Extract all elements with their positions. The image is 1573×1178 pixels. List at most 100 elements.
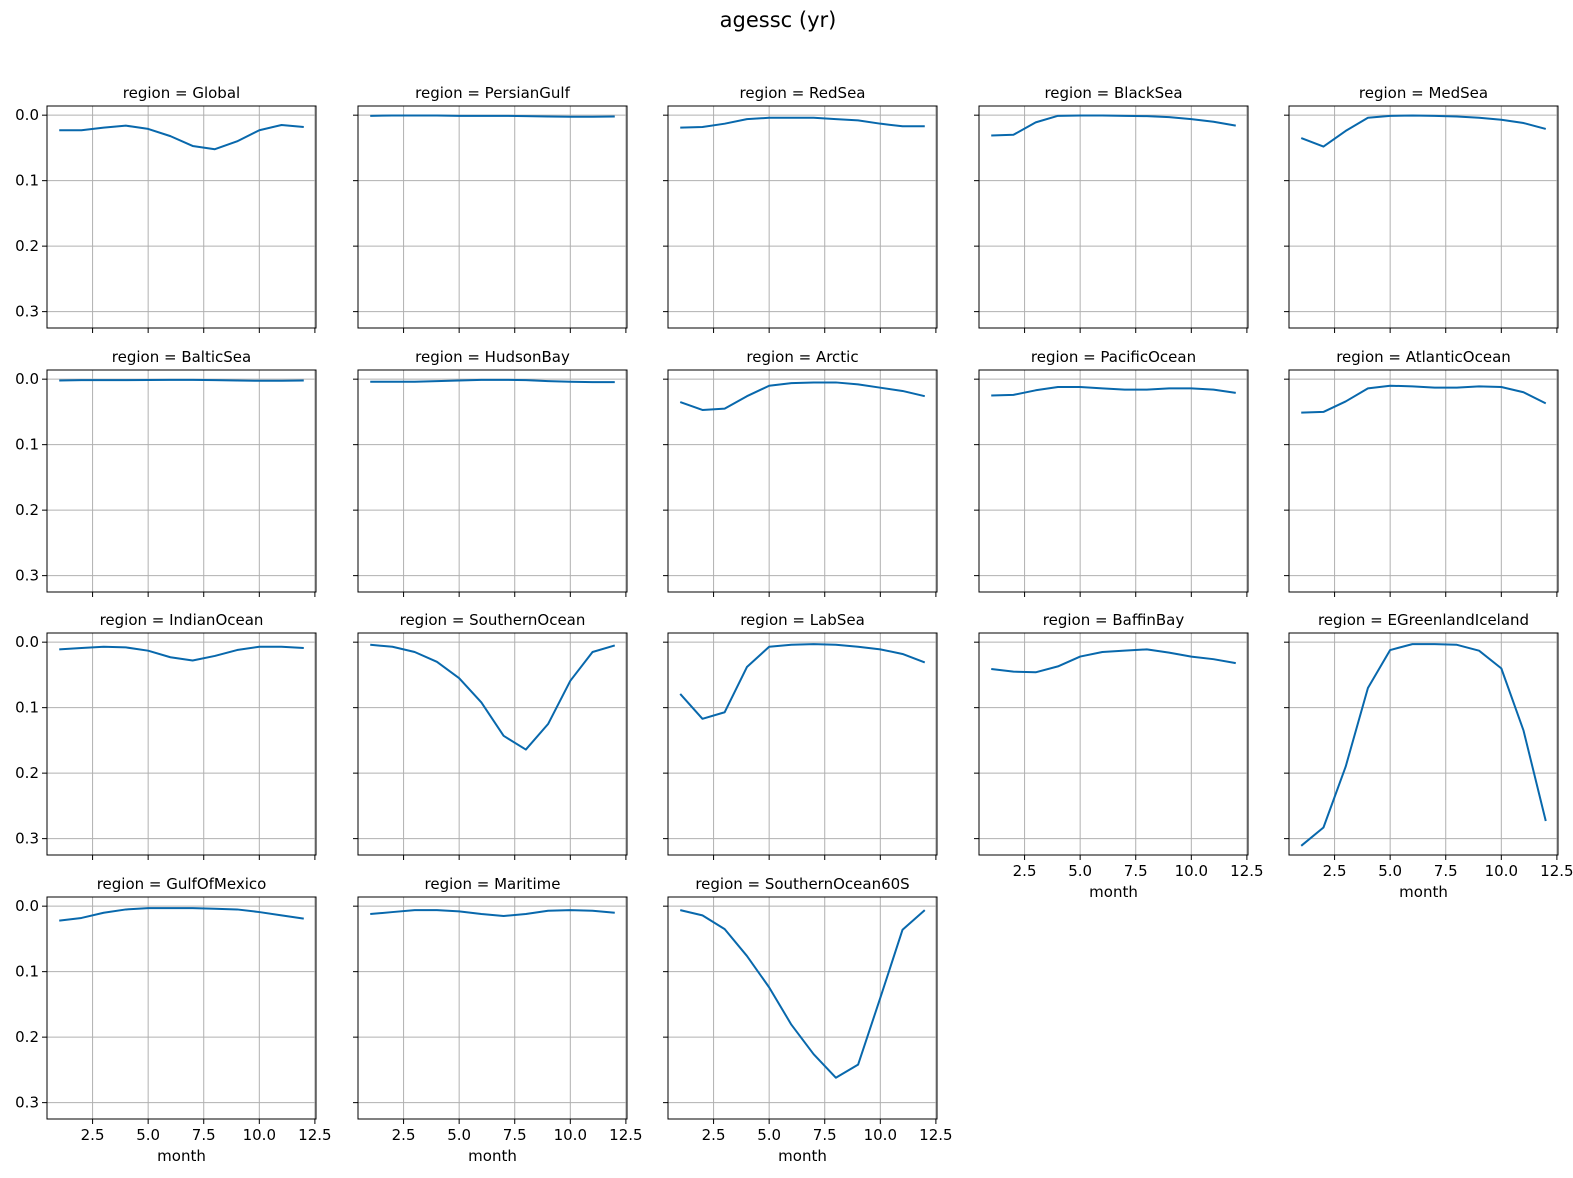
series-line [1300,643,1547,847]
panel-title: region = MedSea [1359,84,1488,102]
y-tick-label: 0.3 [15,830,39,848]
axes-frame [46,369,317,593]
x-tick-label: 7.5 [1124,862,1148,880]
y-tick-label: 0.2 [15,1028,39,1046]
axes-frame [667,896,938,1120]
series-line [59,907,304,922]
series-line [370,643,616,751]
x-axis-label: month [157,1147,206,1165]
axes-frame [46,896,317,1120]
series-line [679,381,925,411]
series-line [59,123,304,151]
axes-frame [1288,632,1559,856]
panel-8: region = Arctic [663,348,938,597]
series-line [991,648,1236,674]
panel-5: region = MedSea [1284,84,1559,333]
y-tick-label: 0.1 [15,963,39,981]
x-axis-label: month [1089,883,1138,901]
series-line [59,378,304,382]
axes-frame [357,369,628,593]
x-tick-label: 5.0 [1378,862,1402,880]
y-tick-label: 0.1 [15,699,39,717]
x-tick-label: 2.5 [1013,862,1037,880]
y-tick-label: 0.2 [15,501,39,519]
panel-4: region = BlackSea [974,84,1249,333]
x-tick-label: 10.0 [243,1126,276,1144]
panel-7: region = HudsonBay [353,348,628,597]
axes-frame [46,105,317,329]
y-tick-label: 0.0 [15,370,39,388]
x-tick-label: 7.5 [813,1126,837,1144]
series-line [59,645,304,662]
axes-frame [1288,105,1559,329]
figure-title: agessc (yr) [720,8,837,32]
panel-18: region = SouthernOcean60S 2.5 5.0 7.5 10.0 12… [663,875,953,1165]
y-tick-label: 0.3 [15,567,39,585]
axes-frame [667,105,938,329]
x-tick-label: 10.0 [1485,862,1518,880]
x-tick-label: 2.5 [702,1126,726,1144]
panel-title: region = SouthernOcean60S [695,875,909,893]
x-axis-label: month [1399,883,1448,901]
panel-14: region = BaffinBay 2.5 5.0 7.5 10.0 12.5 month [974,611,1264,901]
x-tick-label: 10.0 [554,1126,587,1144]
axes-frame [978,632,1249,856]
panel-1: region = Global 0.0 0.1 0.2 0.3 [15,84,317,333]
panel-16: region = GulfOfMexico 0.0 0.1 0.2 0.3 2.5 5.0 7… [15,875,331,1165]
series-line [991,386,1236,397]
x-tick-label: 12.5 [919,1126,952,1144]
x-tick-label: 5.0 [136,1126,160,1144]
panel-2: region = PersianGulf [353,84,628,333]
x-tick-label: 10.0 [1175,862,1208,880]
x-tick-label: 5.0 [1068,862,1092,880]
series-line [679,643,926,720]
series-line [370,378,615,384]
panels: region = Global 0.0 0.1 0.2 0.3 region = Pers… [15,84,1573,1165]
axes-frame [667,632,938,856]
panel-title: region = PersianGulf [415,84,570,102]
panel-title: region = Global [123,84,240,102]
x-axis-label: month [468,1147,517,1165]
x-tick-label: 5.0 [757,1126,781,1144]
panel-title: region = Maritime [425,875,561,893]
axes-frame [46,632,317,856]
series-line [370,114,615,118]
series-line [680,909,926,1079]
panel-title: region = EGreenlandIceland [1318,611,1529,629]
axes-frame [667,369,938,593]
y-tick-label: 0.0 [15,633,39,651]
panel-3: region = RedSea [663,84,938,333]
y-tick-label: 0.0 [15,106,39,124]
axes-frame [357,105,628,329]
x-tick-label: 5.0 [447,1126,471,1144]
x-tick-label: 7.5 [1434,862,1458,880]
panel-title: region = IndianOcean [100,611,264,629]
panel-title: region = LabSea [740,611,865,629]
axes-frame [978,369,1249,593]
y-tick-label: 0.1 [15,436,39,454]
x-tick-label: 12.5 [1230,862,1263,880]
y-tick-label: 0.0 [15,897,39,915]
y-tick-label: 0.1 [15,172,39,190]
axes-frame [357,632,628,856]
x-tick-label: 12.5 [609,1126,642,1144]
x-tick-label: 2.5 [1323,862,1347,880]
panel-title: region = BaffinBay [1043,611,1185,629]
x-tick-label: 10.0 [864,1126,897,1144]
panel-title: region = RedSea [740,84,866,102]
axes-frame [1288,369,1559,593]
x-tick-label: 7.5 [192,1126,216,1144]
panel-17: region = Maritime 2.5 5.0 7.5 10.0 12.5 month [353,875,643,1165]
x-tick-label: 12.5 [298,1126,331,1144]
panel-title: region = PacificOcean [1031,348,1196,366]
axes-frame [978,105,1249,329]
panel-title: region = GulfOfMexico [97,875,267,893]
panel-9: region = PacificOcean [974,348,1249,597]
y-tick-label: 0.2 [15,764,39,782]
panel-13: region = LabSea [663,611,938,860]
panel-10: region = AtlanticOcean [1284,348,1559,597]
panel-title: region = AtlanticOcean [1336,348,1511,366]
panel-title: region = HudsonBay [415,348,570,366]
